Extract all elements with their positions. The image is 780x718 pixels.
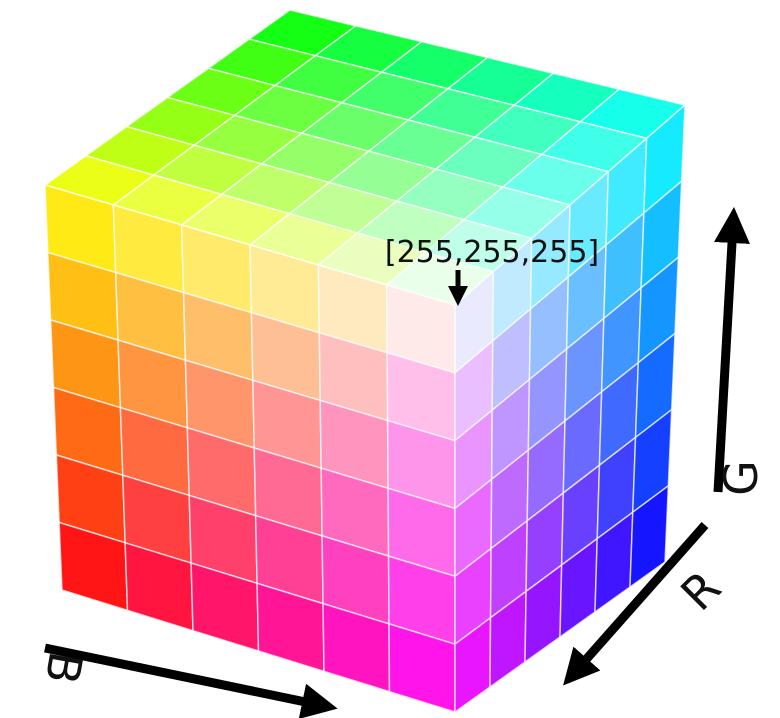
- corner-label: [255,255,255]: [385, 235, 599, 270]
- r-axis-label: R: [670, 560, 731, 621]
- b-axis-arrow: [44, 643, 338, 718]
- g-axis-arrow: [713, 207, 750, 493]
- right-face-cell: [629, 484, 670, 589]
- r-axis-arrow: [563, 522, 709, 686]
- cube: [43, 9, 687, 714]
- g-axis-label: G: [714, 460, 768, 496]
